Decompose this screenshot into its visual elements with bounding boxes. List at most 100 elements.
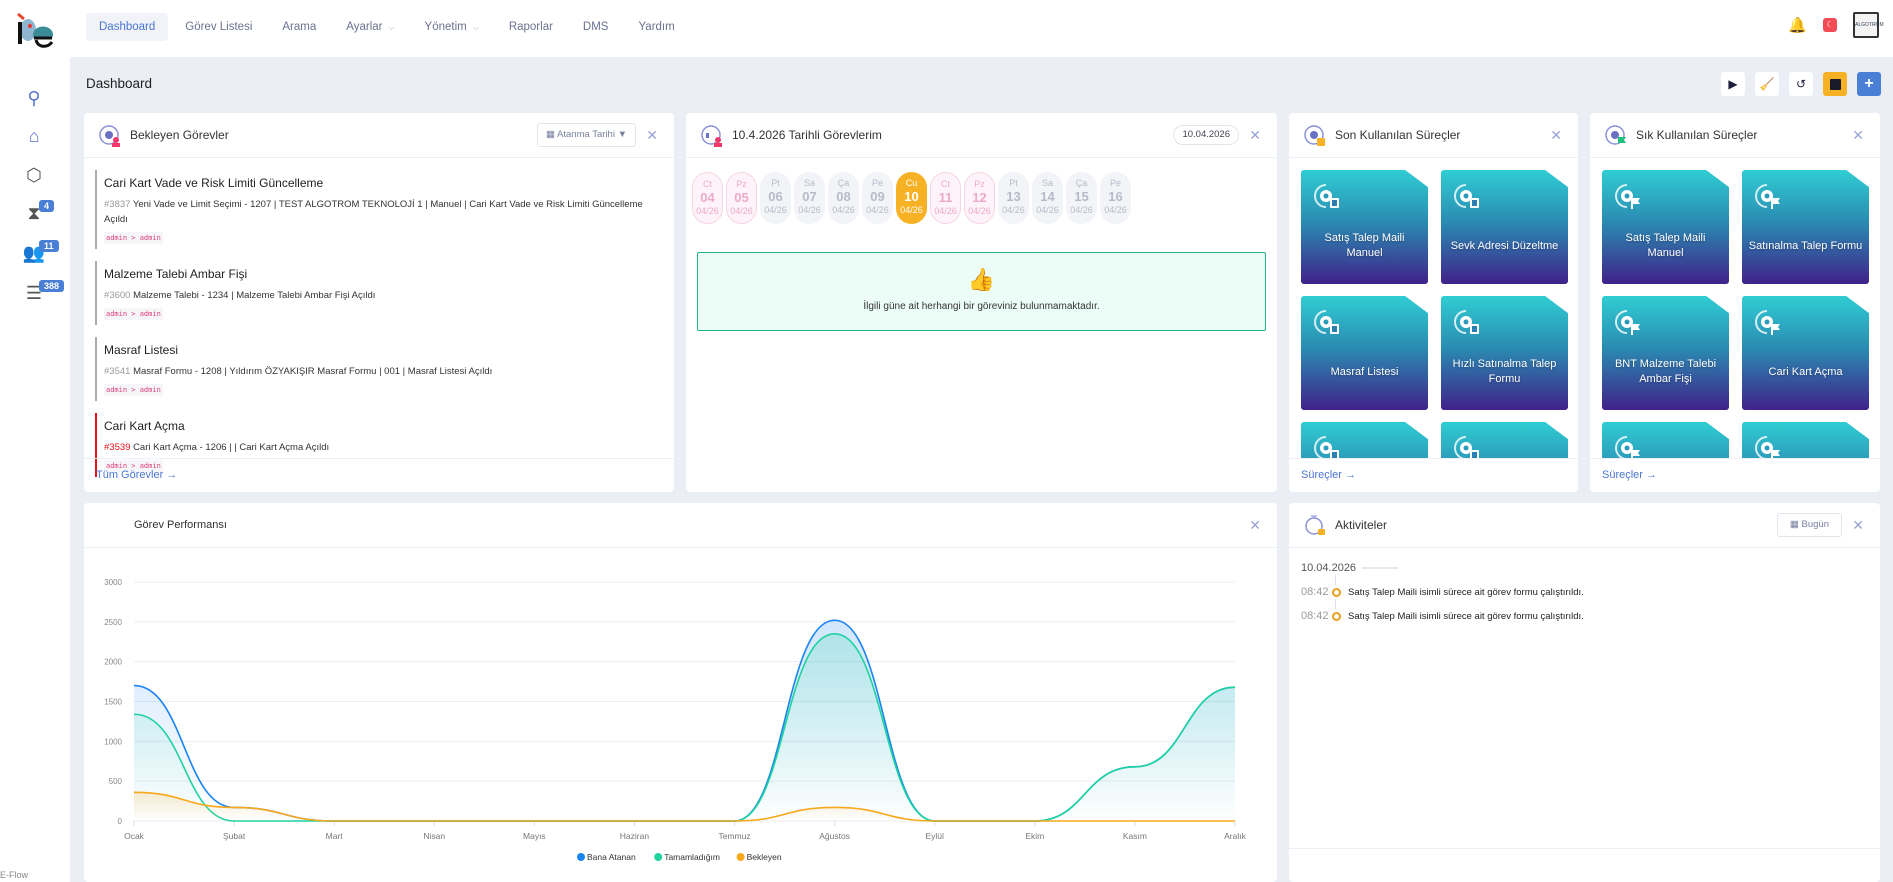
logo[interactable] [12,10,56,50]
nav-yönetim[interactable]: Yönetim ⌵ [424,21,479,33]
day-10[interactable]: Cu 10 04/26 [896,172,927,224]
process-tile-label: Satış Talep Maili Manuel [1625,232,1706,259]
process-tile[interactable]: Satınalma Talep Formu [1742,170,1869,284]
stopwatch-icon [1305,515,1325,535]
process-tile[interactable]: Sevk Adresi Düzeltme [1441,170,1568,284]
nav-arama[interactable]: Arama [282,21,317,33]
task-title: Malzeme Talebi Ambar Fişi [104,267,248,281]
nav-raporlar[interactable]: Raporlar [508,21,553,33]
sidebar-item-compass[interactable]: ⚲ [14,83,54,113]
date-picker[interactable]: 10.04.2026 [1173,125,1239,145]
nav-ayarlar[interactable]: Ayarlar ⌵ [346,21,395,33]
date-filter-button[interactable]: ▦ Bugün [1776,513,1842,537]
clean-button[interactable]: 🧹 [1755,72,1779,96]
close-icon[interactable]: ✕ [1550,127,1562,143]
add-button[interactable]: + [1857,72,1881,96]
activity-time: 08:42 [1301,610,1329,622]
sidebar-item-home[interactable]: ⌂ [14,121,54,151]
count-badge: 11 [39,240,59,252]
series-area-1 [134,633,1235,821]
processes-link[interactable]: Süreçler → [1590,458,1880,492]
x-tick-label: Temmuz [718,831,750,841]
process-flag-icon [1605,125,1626,145]
task-item[interactable]: Cari Kart Vade ve Risk Limiti Güncelleme… [95,170,674,249]
nav-yardım[interactable]: Yardım [638,21,675,33]
x-tick-label: Ağustos [819,831,850,841]
process-tile[interactable] [1602,422,1729,458]
sidebar-item-hourglass[interactable]: ⧗ [14,198,54,228]
process-form-icon [1454,436,1479,458]
reset-button[interactable]: ↺ [1789,72,1813,96]
process-tile[interactable]: Hızlı Satınalma Talep Formu [1441,296,1568,410]
activity-text: Satış Talep Maili isimli sürece ait göre… [1348,610,1584,622]
panel-title: Bekleyen Görevler [130,128,229,142]
save-button[interactable] [1823,72,1847,96]
day-15[interactable]: Ça 15 04/26 [1066,172,1097,224]
process-tile[interactable] [1742,422,1869,458]
series-line-2 [133,791,1235,822]
x-tick-label: Haziran [620,831,650,841]
day-07[interactable]: Sa 07 04/26 [794,172,825,224]
chevron-down-icon: ⌵ [472,23,479,32]
task-item[interactable]: Cari Kart Açma #3539 Cari Kart Açma - 120… [95,413,674,477]
y-tick-label: 1500 [104,698,122,707]
task-item[interactable]: Masraf Listesi #3541 Masraf Formu - 1208 … [95,337,674,401]
calendar-user-icon [701,125,722,147]
process-flag-icon [1615,184,1640,209]
y-tick-label: 2500 [104,618,122,627]
close-icon[interactable]: ✕ [1852,127,1864,143]
performance-chart-panel: Görev Performansı ✕ 0 500 1000 1500 2000 2500… [84,503,1277,882]
day-05[interactable]: Pz 05 04/26 [726,172,757,224]
activities-panel: Aktiviteler ▦ Bugün ✕ 10.04.2026 08:42 Sa… [1289,503,1880,882]
task-item[interactable]: Malzeme Talebi Ambar Fişi #3600 Malzeme T… [95,261,674,325]
processes-link[interactable]: Süreçler → [1289,458,1578,492]
panel-title: Son Kullanılan Süreçler [1335,128,1461,142]
day-06[interactable]: Pt 06 04/26 [760,172,791,224]
process-tile[interactable]: Satış Talep Maili Manuel [1301,170,1428,284]
count-badge: 4 [39,200,55,212]
run-button[interactable]: ▶ [1721,72,1745,96]
process-tile[interactable]: Masraf Listesi [1301,296,1428,410]
process-flag-icon [1615,436,1640,458]
nav-dashboard[interactable]: Dashboard [86,13,169,41]
page-title: Dashboard [86,76,153,91]
close-icon[interactable]: ✕ [1249,127,1261,143]
sidebar-item-checklist[interactable]: ☰ [14,278,54,308]
day-11[interactable]: Ct 11 04/26 [930,172,961,224]
process-recent-icon [1304,125,1325,146]
calendar-icon: ▦ [545,129,558,140]
day-12[interactable]: Pz 12 04/26 [964,172,995,224]
task-id: #3837 [104,199,131,210]
day-16[interactable]: Pe 16 04/26 [1100,172,1131,224]
bell-icon[interactable]: 🔔 [1788,17,1807,34]
language-flag-icon[interactable]: ☾ [1823,18,1837,32]
save-icon [1829,78,1841,90]
process-tile[interactable]: Satış Talep Maili Manuel [1602,170,1729,284]
day-04[interactable]: Ct 04 04/26 [692,172,723,224]
empty-state: 👍 İlgili güne ait herhangi bir göreviniz… [697,252,1266,331]
close-icon[interactable]: ✕ [1249,517,1261,533]
nav-görev-listesi[interactable]: Görev Listesi [185,21,253,33]
app-footer: E-Flow [0,870,29,880]
all-tasks-link[interactable]: Tüm Görevler → [84,458,674,492]
process-tile[interactable] [1301,422,1428,458]
process-tile[interactable]: BNT Malzeme Talebi Ambar Fişi [1602,296,1729,410]
close-icon[interactable]: ✕ [1852,517,1864,533]
process-flag-icon [1755,310,1780,335]
y-tick-label: 500 [109,777,123,786]
nav-dms[interactable]: DMS [582,21,609,33]
day-14[interactable]: Sa 14 04/26 [1032,172,1063,224]
day-09[interactable]: Pe 09 04/26 [862,172,893,224]
process-tile[interactable]: Cari Kart Açma [1742,296,1869,410]
day-08[interactable]: Ça 08 04/26 [828,172,859,224]
activity-date: 10.04.2026 [1301,562,1880,574]
avatar[interactable]: ALGOTROM [1853,12,1884,38]
chart-title: Görev Performansı [134,519,227,531]
task-title: Cari Kart Açma [104,419,185,433]
sort-dropdown[interactable]: ▦ Atanma Tarihi ▼ [536,123,636,147]
sidebar-item-box[interactable]: ⬡ [14,160,54,190]
day-13[interactable]: Pt 13 04/26 [998,172,1029,224]
process-tile[interactable] [1441,422,1568,458]
close-icon[interactable]: ✕ [646,127,658,143]
x-tick-label: Eylül [926,831,945,841]
